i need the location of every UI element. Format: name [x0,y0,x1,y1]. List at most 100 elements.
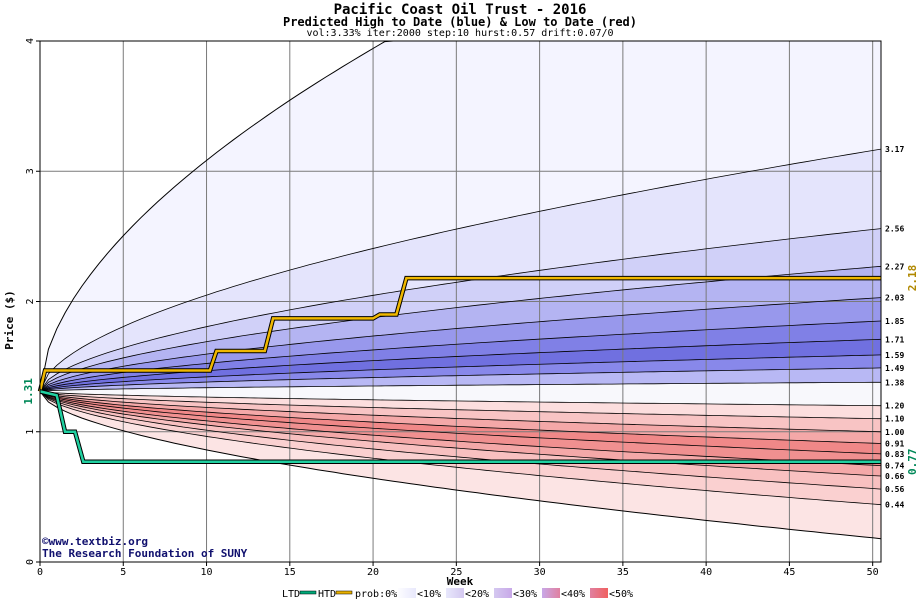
quantile-line-15 [39,391,882,477]
x-tick-25: 25 [450,567,462,578]
axis-ticks: 0 5 10 15 20 25 30 35 40 45 50 0 1 2 3 4 [25,38,879,578]
quantile-label-1.49: 1.49 [885,364,904,373]
credit-org: The Research Foundation of SUNY [42,547,248,560]
quantile-label-2.27: 2.27 [885,262,904,271]
band-high-7 [40,354,881,392]
x-tick-5: 5 [120,567,126,578]
x-tick-0: 0 [37,567,43,578]
quantile-line-10 [39,391,882,420]
legend-item-10: <10% [417,589,441,600]
band-high-0 [40,41,881,392]
quantile-label-0.56: 0.56 [885,485,904,494]
band-high-4 [40,297,881,392]
quantile-label-0.44: 0.44 [885,501,904,510]
x-tick-50: 50 [867,567,879,578]
high-to-date-value: 2.18 [906,265,919,292]
quantile-line-11 [39,391,882,433]
quantile-label-0.74: 0.74 [885,462,904,471]
x-tick-10: 10 [201,567,213,578]
quantile-label-0.91: 0.91 [885,439,904,448]
legend-htd-label: HTD [318,589,336,600]
y-tick-1: 1 [25,429,36,435]
quantile-label-1.20: 1.20 [885,402,904,411]
quantile-line-16 [39,391,882,490]
x-tick-35: 35 [617,567,629,578]
quantile-line-3 [39,297,882,392]
legend-item-20: <20% [465,589,489,600]
low-to-date-value: 0.77 [906,448,919,475]
legend-swatch-20 [494,588,512,598]
chart-subtitle: Predicted High to Date (blue) & Low to D… [282,15,637,29]
to-date-lines [37,275,881,464]
quantile-label-1.85: 1.85 [885,317,904,326]
simulation-params: vol:3.33% iter:2000 step:10 hurst:0.57 d… [306,28,614,39]
quantile-label-3.17: 3.17 [885,145,904,154]
quantile-label-1.00: 1.00 [885,428,904,437]
band-low-7 [40,391,881,432]
x-tick-45: 45 [783,567,795,578]
x-tick-30: 30 [534,567,546,578]
band-high-8 [40,367,881,392]
band-low-4 [40,391,881,466]
quantile-labels: 3.17 2.56 2.27 2.03 1.85 1.71 1.59 1.49 1.38 1.20… [885,145,904,510]
quantile-line-1 [39,228,882,392]
legend-swatch-0 [398,588,416,598]
legend-ltd-label: LTD [282,589,300,600]
quantile-label-1.71: 1.71 [885,335,904,344]
legend-ltd-swatch [299,590,317,595]
x-tick-40: 40 [700,567,712,578]
quantile-label-1.10: 1.10 [885,415,904,424]
quantile-line-outer-low [39,391,882,540]
y-axis-label: Price ($) [3,290,16,350]
quantile-label-2.56: 2.56 [885,225,904,234]
start-price-label: 1.31 [22,378,35,405]
y-tick-2: 2 [25,298,36,304]
quantile-line-6 [39,354,882,392]
quantile-label-0.83: 0.83 [885,450,904,459]
quantile-line-0 [39,148,882,392]
x-tick-20: 20 [367,567,379,578]
band-high-3 [40,266,881,392]
ltd-line [39,390,881,463]
band-high-1 [40,149,881,392]
legend-prob-label: prob:0% [355,589,397,600]
band-low-2 [40,391,881,490]
quantile-line-13 [39,391,882,455]
y-tick-4: 4 [25,38,36,44]
legend-item-50: <50% [609,589,633,600]
legend-swatch-30 [542,588,560,598]
x-axis-label: Week [447,575,474,588]
quantile-line-12 [39,391,882,444]
htd-line [38,276,881,392]
band-center [40,382,881,406]
quantile-line-4 [39,320,882,392]
legend: LTD HTD prob:0% <10% <20% <30% <40% <50% [282,588,633,600]
quantile-label-2.03: 2.03 [885,294,904,303]
legend-htd-swatch [335,590,353,595]
quantile-line-7 [39,367,882,392]
quantile-line-14 [39,391,882,466]
quantile-line-8 [39,381,881,392]
quantile-line-17 [39,391,882,506]
band-high-6 [40,339,881,392]
band-high-2 [40,228,881,392]
chart-title: Pacific Coast Oil Trust - 2016 [333,2,587,18]
legend-item-40: <40% [561,589,585,600]
legend-swatch-40 [590,588,608,598]
legend-item-30: <30% [513,589,537,600]
quantile-label-1.59: 1.59 [885,351,904,360]
quantile-line-9 [39,391,882,407]
band-low-5 [40,391,881,454]
band-low-1 [40,391,881,505]
legend-swatch-10 [446,588,464,598]
x-tick-15: 15 [284,567,296,578]
band-low-3 [40,391,881,476]
quantile-label-0.66: 0.66 [885,472,904,481]
probability-bands [40,41,881,539]
credit-site: ©www.textbiz.org [42,535,148,548]
quantile-label-1.38: 1.38 [885,378,904,387]
band-low-6 [40,391,881,444]
band-low-0 [40,391,881,539]
y-tick-3: 3 [25,168,36,174]
